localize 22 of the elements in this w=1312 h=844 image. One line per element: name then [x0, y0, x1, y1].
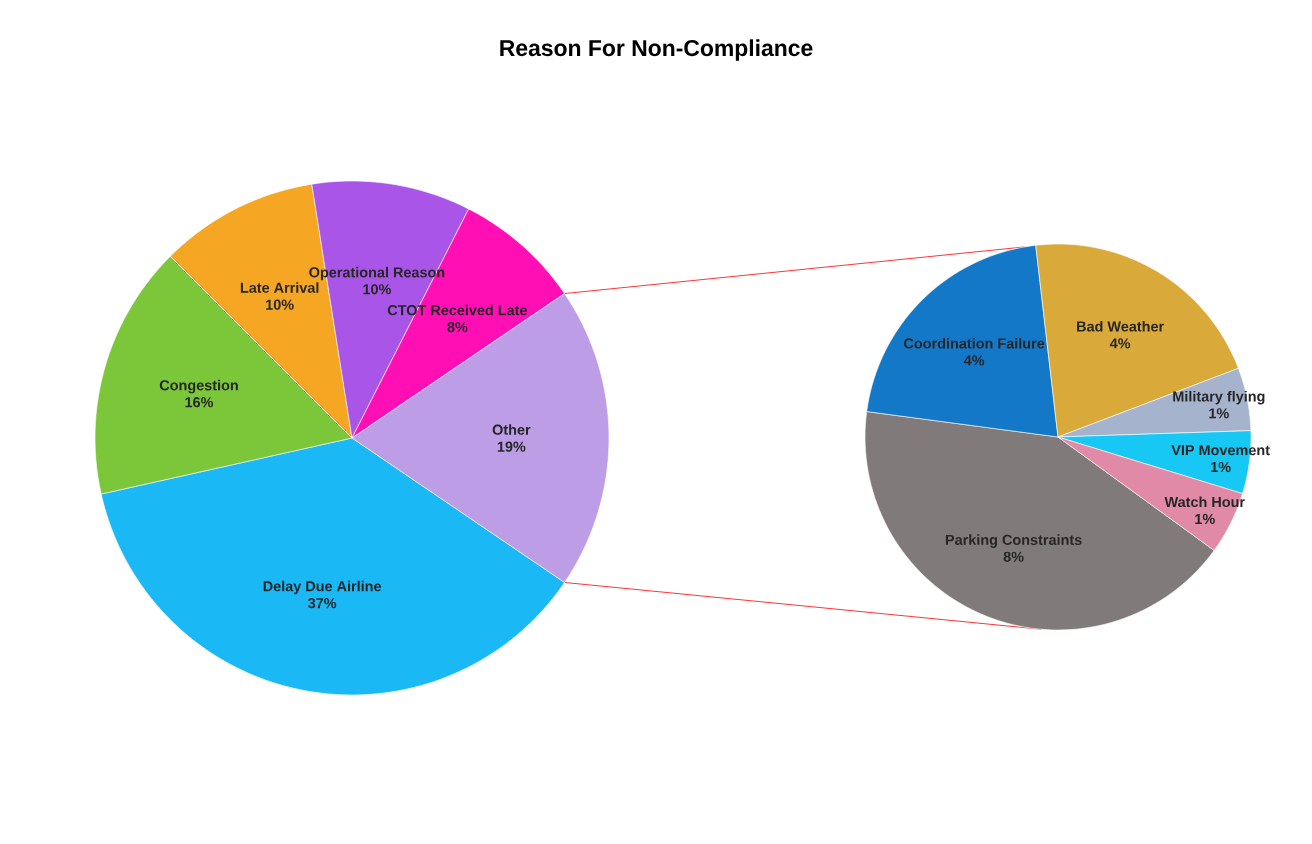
slice-label: Bad Weather [1077, 320, 1164, 332]
data-label: 19% [497, 441, 526, 452]
text: Reason For Non-Compliance [500, 39, 813, 61]
slice-label: Late Arrival [240, 282, 319, 293]
slice-label: Coordination Failure [904, 337, 1045, 349]
slice-label: Military flying [1173, 390, 1265, 405]
data-label: 1% [1211, 461, 1231, 473]
data-label: 1% [1195, 513, 1215, 525]
slice-label: Other [492, 424, 531, 435]
slice-label: Congestion [159, 379, 238, 394]
data-label: 16% [185, 397, 214, 408]
data-label: 10% [266, 299, 294, 310]
data-label: 8% [447, 322, 468, 333]
data-label: 37% [308, 598, 337, 609]
slice-label: Parking Constraints [945, 534, 1082, 548]
slice-label: Delay Due Airline [263, 580, 382, 595]
data-label: 4% [963, 355, 985, 366]
data-label: 10% [363, 284, 392, 295]
data-label: 1% [1209, 408, 1229, 419]
data-label: 8% [1003, 551, 1024, 562]
slice-label: CTOT Received Late [387, 304, 527, 316]
data-label: 4% [1109, 338, 1131, 349]
